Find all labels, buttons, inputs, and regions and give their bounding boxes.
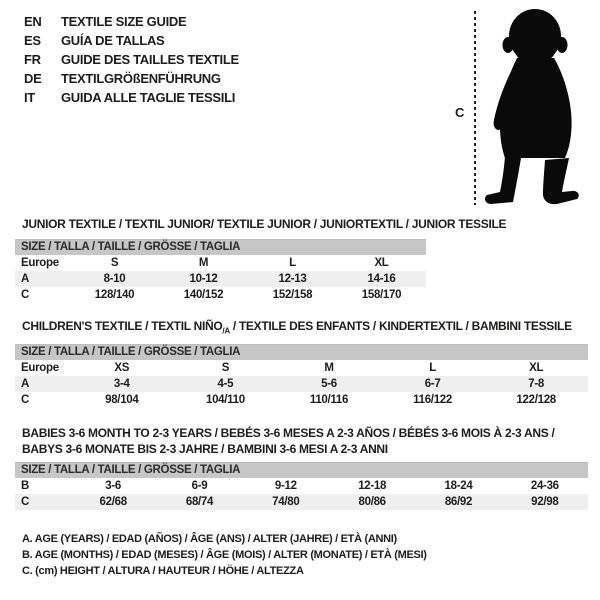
- language-row-en: EN TEXTILE SIZE GUIDE: [24, 12, 239, 31]
- row-label: A: [21, 378, 30, 390]
- section-title-line2: BABYS 3-6 MONATE BIS 2-3 JAHRE / BAMBINI…: [22, 442, 388, 456]
- footnotes: A. AGE (YEARS) / EDAD (AÑOS) / ÂGE (ANS)…: [22, 531, 427, 579]
- table-row: C 128/140 140/152 152/158 158/170: [15, 287, 426, 303]
- table-row: C 98/104 104/110 110/116 116/122 122/128: [15, 392, 588, 408]
- table-cell: 128/140: [94, 289, 135, 301]
- table-cell: S: [110, 257, 119, 269]
- table-cell: 152/158: [272, 289, 313, 301]
- language-code: EN: [24, 14, 42, 29]
- section-title-subscript: /A: [222, 326, 230, 336]
- table-cell: 92/98: [531, 496, 559, 508]
- children-size-table: SIZE / TALLA / TAILLE / GRÖSSE / TAGLIA …: [15, 344, 588, 408]
- table-cell: 18-24: [444, 480, 473, 492]
- footnote-b: B. AGE (MONTHS) / EDAD (MESES) / ÂGE (MO…: [22, 549, 427, 561]
- table-cell: 98/104: [105, 394, 139, 406]
- size-header-bar: SIZE / TALLA / TAILLE / GRÖSSE / TAGLIA: [15, 239, 426, 255]
- table-cell: 5-6: [321, 378, 337, 390]
- language-list: EN TEXTILE SIZE GUIDE ES GUÍA DE TALLAS …: [24, 12, 239, 107]
- row-label: A: [21, 273, 30, 285]
- height-label-c: C: [455, 105, 465, 120]
- table-cell: XS: [114, 362, 130, 374]
- table-row: Europe S M L XL: [15, 255, 426, 271]
- table-cell: 6-9: [191, 480, 208, 492]
- table-cell: 110/116: [309, 394, 349, 406]
- language-label: GUIDA ALLE TAGLIE TESSILI: [61, 90, 236, 105]
- row-label: Europe: [21, 362, 59, 374]
- size-header-bar: SIZE / TALLA / TAILLE / GRÖSSE / TAGLIA: [15, 462, 588, 478]
- row-label: Europe: [21, 257, 59, 269]
- table-cell: 62/68: [99, 496, 128, 508]
- language-label: TEXTILE SIZE GUIDE: [61, 14, 187, 29]
- table-cell: 12-13: [278, 273, 307, 285]
- row-label: C: [21, 394, 30, 406]
- table-cell: 3-4: [113, 378, 130, 390]
- table-cell: 6-7: [424, 378, 441, 390]
- section-title-text: / TEXTILE DES ENFANTS / KINDERTEXTIL / B…: [229, 319, 572, 333]
- table-row: A 8-10 10-12 12-13 14-16: [15, 271, 426, 287]
- table-cell: 7-8: [528, 378, 545, 390]
- language-code: ES: [24, 33, 41, 48]
- table-cell: 158/170: [361, 289, 402, 301]
- table-cell: S: [221, 362, 230, 374]
- section-title-line1: BABIES 3-6 MONTH TO 2-3 YEARS / BEBÉS 3-…: [22, 426, 555, 440]
- table-row: Europe XS S M L XL: [15, 360, 588, 376]
- table-row: B 3-6 6-9 9-12 12-18 18-24 24-36: [15, 478, 588, 494]
- section-title-junior: JUNIOR TEXTILE / TEXTIL JUNIOR/ TEXTILE …: [22, 217, 507, 231]
- table-cell: 24-36: [530, 480, 559, 492]
- language-label: TEXTILGRÖßENFÜHRUNG: [61, 71, 221, 86]
- table-cell: 104/110: [205, 394, 245, 406]
- table-cell: 9-12: [274, 480, 297, 492]
- height-dashed-line: [474, 11, 476, 205]
- size-header-bar: SIZE / TALLA / TAILLE / GRÖSSE / TAGLIA: [15, 344, 588, 360]
- table-cell: 86/92: [444, 496, 473, 508]
- junior-size-table: SIZE / TALLA / TAILLE / GRÖSSE / TAGLIA …: [15, 239, 426, 303]
- language-label: GUIDE DES TAILLES TEXTILE: [61, 52, 239, 67]
- language-code: FR: [24, 52, 41, 67]
- section-title-children: CHILDREN'S TEXTILE / TEXTIL NIÑO/A / TEX…: [22, 318, 572, 339]
- babies-size-table: SIZE / TALLA / TAILLE / GRÖSSE / TAGLIA …: [15, 462, 588, 510]
- language-row-it: IT GUIDA ALLE TAGLIE TESSILI: [24, 88, 239, 107]
- row-label: B: [21, 480, 30, 492]
- language-code: IT: [24, 90, 35, 105]
- table-cell: M: [198, 257, 209, 269]
- table-cell: XL: [374, 257, 389, 269]
- table-cell: 12-18: [358, 480, 387, 492]
- table-row: A 3-4 4-5 5-6 6-7 7-8: [15, 376, 588, 392]
- table-cell: 116/122: [413, 394, 452, 406]
- table-cell: 3-6: [105, 480, 122, 492]
- table-cell: 8-10: [103, 273, 126, 285]
- table-row: C 62/68 68/74 74/80 80/86 86/92 92/98: [15, 494, 588, 510]
- language-row-de: DE TEXTILGRÖßENFÜHRUNG: [24, 69, 239, 88]
- table-cell: 80/86: [358, 496, 387, 508]
- section-title-text: CHILDREN'S TEXTILE / TEXTIL NIÑO: [22, 319, 223, 333]
- table-cell: 10-12: [189, 273, 218, 285]
- language-row-es: ES GUÍA DE TALLAS: [24, 31, 239, 50]
- table-cell: 14-16: [367, 273, 396, 285]
- section-title-babies: BABIES 3-6 MONTH TO 2-3 YEARS / BEBÉS 3-…: [22, 425, 555, 457]
- table-cell: 4-5: [217, 378, 234, 390]
- table-cell: 74/80: [272, 496, 300, 508]
- footnote-c: C. (cm) HEIGHT / ALTURA / HAUTEUR / HÖHE…: [22, 565, 304, 577]
- language-label: GUÍA DE TALLAS: [61, 33, 165, 48]
- table-cell: L: [429, 362, 436, 374]
- table-cell: XL: [529, 362, 544, 374]
- language-code: DE: [24, 71, 42, 86]
- table-cell: 140/152: [183, 289, 224, 301]
- table-cell: L: [289, 257, 296, 269]
- row-label: C: [21, 289, 30, 301]
- language-row-fr: FR GUIDE DES TAILLES TEXTILE: [24, 50, 239, 69]
- row-label: C: [21, 496, 30, 508]
- table-cell: 122/128: [516, 394, 556, 406]
- table-cell: 68/74: [185, 496, 214, 508]
- baby-silhouette-image: [484, 9, 579, 205]
- footnote-a: A. AGE (YEARS) / EDAD (AÑOS) / ÂGE (ANS)…: [22, 533, 397, 545]
- table-cell: M: [324, 362, 334, 374]
